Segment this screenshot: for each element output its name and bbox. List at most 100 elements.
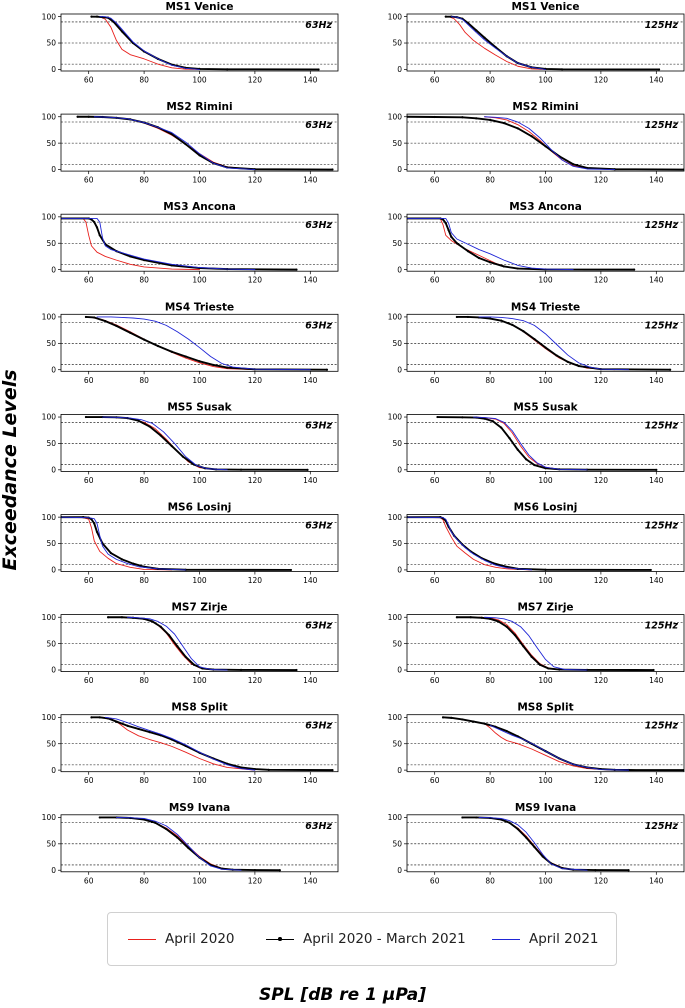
series-line-april-2021 [478, 816, 588, 871]
series-point [87, 115, 90, 118]
y-tick-label: 100 [42, 313, 57, 322]
axes-frame [60, 714, 339, 773]
series-point [669, 368, 672, 371]
series-point [577, 364, 580, 368]
series-point [143, 338, 146, 341]
series-line-april-2020 [407, 217, 546, 271]
axes-frame [60, 413, 339, 472]
y-tick-label: 50 [392, 339, 402, 348]
series-point [555, 354, 558, 357]
frequency-annotation: 125Hz [645, 621, 679, 632]
x-tick-label: 120 [594, 176, 609, 185]
subplot-4: MS2 Rimini 125Hz 60 80 100 120 140 0 50 100 [388, 101, 685, 185]
x-tick-label: 80 [485, 576, 495, 585]
series-point [561, 68, 564, 71]
y-tick-label: 50 [46, 39, 56, 48]
series-point [84, 315, 88, 319]
y-tick-label: 100 [42, 513, 57, 522]
x-tick-label: 140 [649, 276, 664, 285]
series-point [90, 716, 93, 719]
x-tick-label: 60 [430, 376, 440, 385]
x-tick-label: 120 [248, 76, 263, 85]
series-point [500, 426, 503, 429]
frequency-annotation: 63Hz [305, 120, 332, 131]
series-point [544, 145, 547, 148]
series-point [544, 568, 547, 571]
x-tick-label: 60 [430, 576, 440, 585]
subplot-10: MS5 Susak 125Hz 60 80 100 120 140 0 50 100 [388, 401, 685, 485]
series-point [104, 320, 107, 323]
series-point [516, 267, 519, 270]
series-point [295, 268, 298, 271]
series-point [530, 655, 533, 658]
frequency-annotation: 63Hz [305, 20, 332, 31]
series-point [594, 869, 597, 872]
x-tick-label: 120 [594, 476, 609, 485]
series-point [95, 226, 99, 229]
y-tick-label: 0 [397, 666, 402, 675]
series-point [120, 616, 124, 619]
series-point [461, 116, 464, 119]
subplot-title: MS7 Zirje [171, 602, 227, 614]
y-tick-label: 50 [46, 239, 56, 248]
legend-swatch-red [128, 938, 156, 940]
series-point [331, 769, 334, 772]
series-point [106, 616, 110, 619]
series-point [84, 415, 88, 419]
x-tick-label: 120 [594, 76, 609, 85]
y-tick-label: 0 [51, 265, 56, 274]
x-tick-label: 140 [303, 676, 318, 685]
legend-item-april-2020: April 2020 [128, 926, 235, 952]
x-tick-label: 60 [84, 176, 94, 185]
x-tick-label: 100 [538, 376, 553, 385]
x-tick-label: 100 [538, 276, 553, 285]
x-tick-label: 140 [303, 276, 318, 285]
series-point [184, 143, 187, 146]
axes-frame [60, 113, 339, 172]
y-tick-label: 0 [397, 466, 402, 475]
series-point [558, 668, 561, 671]
series-point [98, 716, 101, 719]
x-tick-label: 140 [303, 476, 318, 485]
x-tick-label: 80 [139, 276, 149, 285]
y-tick-label: 100 [42, 613, 57, 622]
subplot-title: MS3 Ancona [163, 201, 236, 213]
subplot-14: MS7 Zirje 125Hz 60 80 100 120 140 0 50 100 [388, 602, 685, 685]
y-tick-label: 50 [46, 840, 56, 849]
series-point [491, 420, 494, 423]
x-axis-label: SPL [dB re 1 μPa] [259, 985, 426, 1005]
x-tick-label: 140 [649, 76, 664, 85]
series-point [156, 344, 160, 348]
legend-swatch-black [266, 937, 294, 941]
axes-frame [60, 814, 339, 873]
series-line-april-2020 [448, 16, 546, 70]
series-line-april-2021 [450, 16, 546, 70]
y-tick-label: 100 [388, 513, 403, 522]
series-point [475, 816, 478, 819]
y-tick-label: 0 [51, 466, 56, 475]
x-tick-label: 60 [84, 876, 94, 885]
x-tick-label: 80 [139, 176, 149, 185]
x-tick-label: 60 [430, 76, 440, 85]
subplot-title: MS5 Susak [167, 401, 232, 413]
series-line-april-2021 [61, 217, 256, 271]
frequency-annotation: 125Hz [645, 521, 679, 532]
y-tick-label: 50 [46, 539, 56, 548]
x-tick-label: 100 [192, 176, 207, 185]
x-tick-label: 120 [594, 376, 609, 385]
x-tick-label: 100 [538, 776, 553, 785]
series-point [444, 222, 447, 225]
x-tick-label: 60 [84, 776, 94, 785]
series-line-april-2020 [102, 716, 256, 771]
y-tick-label: 100 [388, 213, 403, 222]
series-point [513, 634, 517, 637]
x-tick-label: 140 [649, 476, 664, 485]
series-point [184, 655, 187, 658]
series-point [167, 634, 171, 637]
series-point [289, 568, 293, 572]
subplot-15: MS8 Split 63Hz 60 80 100 120 140 0 50 100 [42, 702, 339, 785]
x-tick-label: 60 [84, 76, 94, 85]
series-point [477, 256, 481, 260]
subplot-title: MS9 Ivana [169, 802, 230, 814]
series-point [572, 163, 575, 166]
